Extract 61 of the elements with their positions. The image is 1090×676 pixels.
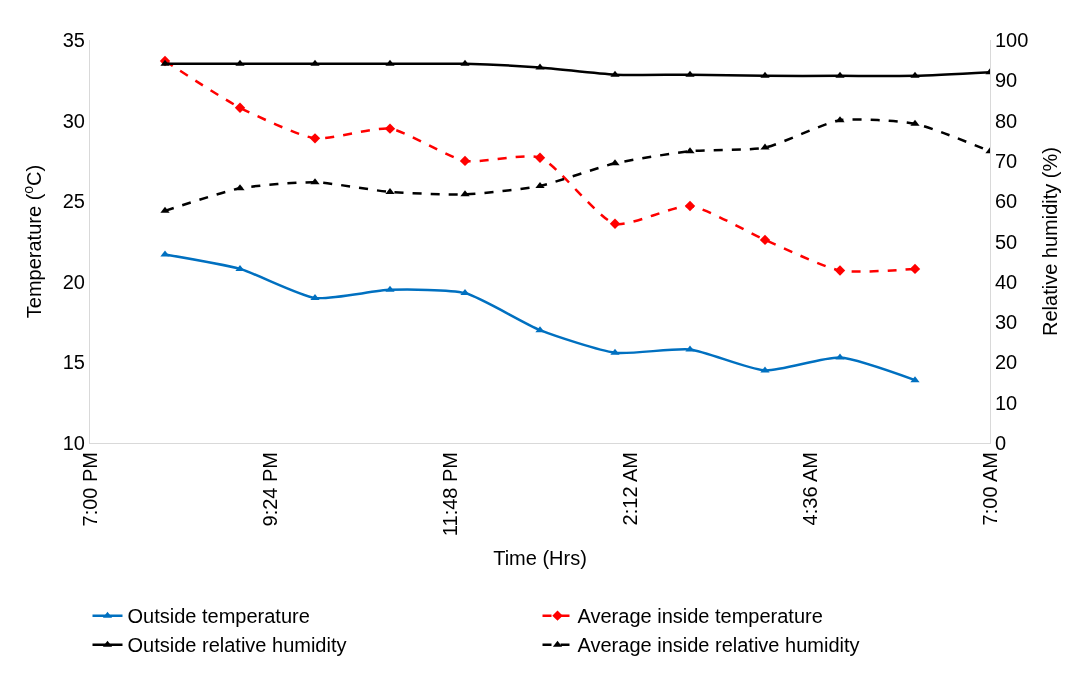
y2-tick-label: 20 xyxy=(995,351,1018,374)
x-axis-title: Time (Hrs) xyxy=(493,546,587,569)
point xyxy=(534,152,546,163)
legend-label: Average inside temperature xyxy=(577,605,823,628)
point xyxy=(234,102,246,113)
y2-axis-title: Relative humidity (%) xyxy=(1038,147,1061,336)
point xyxy=(759,234,771,246)
y2-tick-label: 40 xyxy=(995,270,1018,293)
point xyxy=(160,206,170,213)
x-tick-label: 7:00 PM xyxy=(78,452,101,527)
point xyxy=(535,326,545,333)
point xyxy=(610,348,620,355)
y-tick-label: 35 xyxy=(62,29,85,51)
point xyxy=(310,293,320,300)
point xyxy=(310,59,320,66)
point xyxy=(160,59,170,66)
point xyxy=(609,218,621,229)
legend-label: Outside temperature xyxy=(127,605,310,628)
point xyxy=(385,285,395,292)
point xyxy=(685,345,695,352)
x-tick-label: 7:00 AM xyxy=(978,452,1001,526)
x-tick-label: 11:48 PM xyxy=(438,452,461,537)
y2-tick-label: 100 xyxy=(995,29,1029,51)
legend-label: Outside relative humidity xyxy=(127,634,347,657)
y2-tick-label: 30 xyxy=(995,311,1018,334)
point xyxy=(910,376,920,383)
point xyxy=(685,70,695,77)
y2-tick-label: 70 xyxy=(995,149,1018,172)
y-tick-label: 25 xyxy=(62,190,85,213)
point xyxy=(835,71,845,78)
point xyxy=(910,71,920,78)
point xyxy=(760,71,770,78)
point xyxy=(385,59,395,66)
y-tick-label: 30 xyxy=(62,109,85,132)
point xyxy=(309,133,321,144)
y2-tick-label: 60 xyxy=(995,190,1018,213)
point xyxy=(384,123,396,134)
legend-label: Average inside relative humidity xyxy=(577,634,860,657)
point xyxy=(684,200,696,212)
point xyxy=(834,265,846,276)
point xyxy=(610,70,620,77)
y2-tick-label: 50 xyxy=(995,230,1018,253)
y2-tick-label: 0 xyxy=(995,432,1007,454)
point xyxy=(385,187,395,194)
point xyxy=(760,143,770,150)
x-tick-label: 9:24 PM xyxy=(258,452,281,527)
x-tick-label: 4:36 AM xyxy=(798,452,821,526)
y2-tick-label: 90 xyxy=(995,69,1018,92)
point xyxy=(460,59,470,66)
point xyxy=(910,119,920,126)
y-tick-label: 20 xyxy=(62,270,85,293)
point xyxy=(835,116,845,123)
y2-tick-label: 10 xyxy=(995,391,1018,414)
point xyxy=(835,353,845,360)
y2-tick-label: 80 xyxy=(995,109,1018,132)
point xyxy=(235,59,245,66)
x-tick-label: 2:12 AM xyxy=(618,452,641,526)
y-tick-label: 15 xyxy=(62,351,85,374)
y-tick-label: 10 xyxy=(62,432,85,454)
point xyxy=(535,181,545,188)
point xyxy=(685,147,695,154)
